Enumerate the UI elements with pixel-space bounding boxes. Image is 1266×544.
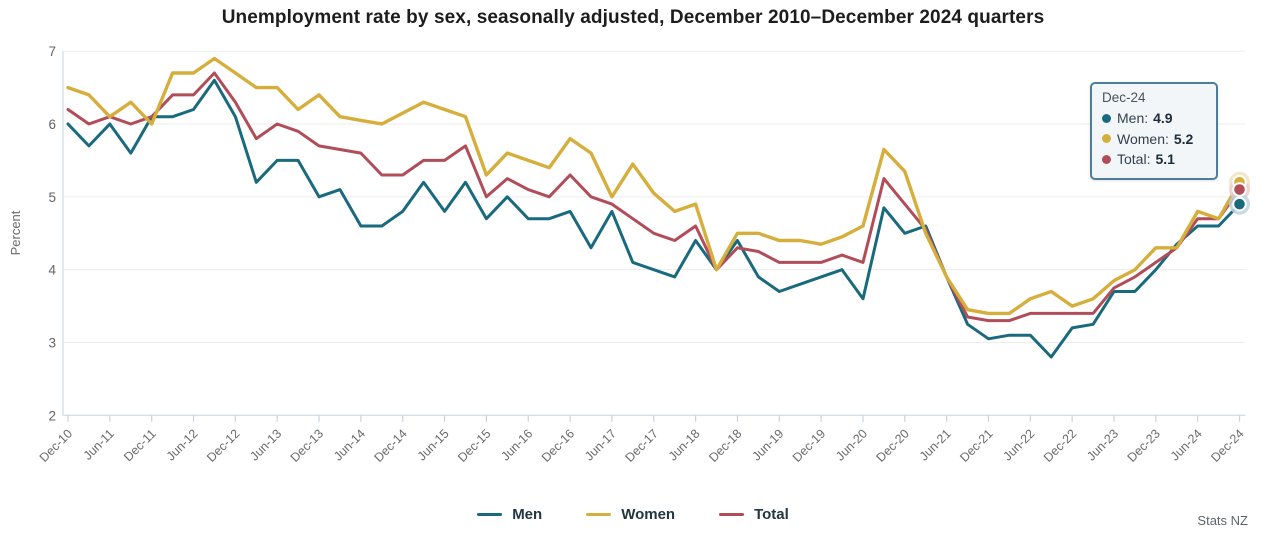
- tooltip-row-value: 5.1: [1155, 151, 1175, 168]
- x-axis-tick-label: Dec-18: [706, 426, 744, 464]
- x-axis-tick-label: Jun-12: [164, 426, 201, 463]
- y-axis-title: Percent: [8, 210, 23, 255]
- series-line-total[interactable]: [66, 71, 1241, 323]
- tooltip-row-label: Women:: [1117, 130, 1169, 147]
- series-line-women[interactable]: [66, 56, 1242, 316]
- x-axis-tick-label: Jun-23: [1084, 426, 1121, 463]
- x-axis-tick-label: Dec-20: [874, 426, 912, 464]
- x-axis-tick-label: Dec-21: [957, 426, 995, 464]
- x-axis-tick-label: Jun-15: [415, 426, 452, 463]
- endpoint-marker-total[interactable]: [1232, 182, 1247, 197]
- x-axis-tick-label: Dec-17: [622, 426, 660, 464]
- y-axis-tick-label: 4: [48, 263, 56, 278]
- tooltip-row-label: Men:: [1117, 110, 1149, 127]
- y-axis-tick-label: 3: [48, 335, 56, 350]
- tooltip-period-label: Dec-24: [1102, 90, 1146, 105]
- x-axis-tick-label: Dec-16: [539, 426, 577, 464]
- x-axis-tick-label: Jun-11: [81, 426, 117, 462]
- tooltip-row-value: 4.9: [1153, 110, 1173, 127]
- x-axis-tick-label: Dec-14: [371, 426, 409, 464]
- x-axis-tick-label: Dec-12: [204, 426, 242, 464]
- men-series-dot-icon: [1102, 113, 1111, 123]
- legend-label-men: Men: [512, 506, 543, 523]
- x-axis-tick-label: Jun-14: [331, 426, 368, 463]
- x-axis-tick-label: Dec-15: [455, 426, 493, 464]
- x-axis-tick-label: Dec-23: [1125, 426, 1163, 464]
- legend-label-women: Women: [621, 506, 676, 523]
- legend-item-men[interactable]: Men: [477, 506, 542, 523]
- women-line-swatch-icon: [586, 512, 612, 517]
- total-series-dot-icon: [1102, 154, 1111, 164]
- x-axis-tick-label: Jun-17: [582, 426, 619, 463]
- legend-item-women[interactable]: Women: [586, 506, 675, 523]
- x-axis-tick-label: Dec-19: [790, 426, 828, 464]
- y-axis-tick-label: 7: [48, 44, 56, 59]
- source-attribution: Stats NZ: [1197, 513, 1248, 528]
- x-axis-tick-label: Jun-22: [1001, 426, 1038, 463]
- x-axis-tick-label: Dec-10: [37, 426, 75, 464]
- x-axis-tick-label: Dec-13: [288, 426, 326, 464]
- chart-title: Unemployment rate by sex, seasonally adj…: [221, 7, 1045, 28]
- tooltip-row-label: Total:: [1117, 151, 1151, 168]
- tooltip-row-value: 5.2: [1173, 130, 1194, 147]
- y-axis-tick-label: 5: [48, 190, 56, 205]
- tooltip-row-men: Men: 4.9: [1102, 108, 1207, 129]
- x-axis-tick-label: Jun-21: [917, 426, 954, 463]
- legend-label-total: Total: [754, 506, 789, 523]
- chart-legend: Men Women Total: [0, 506, 1266, 523]
- x-axis-tick-label: Jun-18: [666, 426, 703, 463]
- x-axis-tick-label: Dec-22: [1041, 426, 1079, 464]
- x-axis-tick-label: Jun-13: [247, 426, 284, 463]
- series-line-men[interactable]: [66, 78, 1241, 359]
- total-line-swatch-icon: [719, 512, 745, 517]
- endpoint-marker-men[interactable]: [1232, 196, 1247, 212]
- x-axis-tick-label: Dec-11: [121, 426, 159, 464]
- y-axis-tick-label: 6: [48, 117, 56, 132]
- women-series-dot-icon: [1102, 134, 1111, 144]
- tooltip-row-women: Women: 5.2: [1102, 129, 1207, 150]
- x-axis-tick-label: Jun-16: [498, 426, 535, 463]
- legend-item-total[interactable]: Total: [719, 506, 789, 523]
- men-line-swatch-icon: [477, 512, 503, 517]
- x-axis-tick-label: Dec-24: [1208, 426, 1246, 464]
- tooltip-row-total: Total: 5.1: [1102, 149, 1207, 170]
- y-axis-tick-label: 2: [48, 408, 56, 423]
- hover-tooltip: Dec-24 Men: 4.9 Women: 5.2 Total: 5.1: [1090, 82, 1218, 180]
- x-axis-tick-label: Jun-19: [749, 426, 786, 463]
- x-axis-tick-label: Jun-24: [1168, 426, 1205, 463]
- x-axis-tick-label: Jun-20: [833, 426, 870, 463]
